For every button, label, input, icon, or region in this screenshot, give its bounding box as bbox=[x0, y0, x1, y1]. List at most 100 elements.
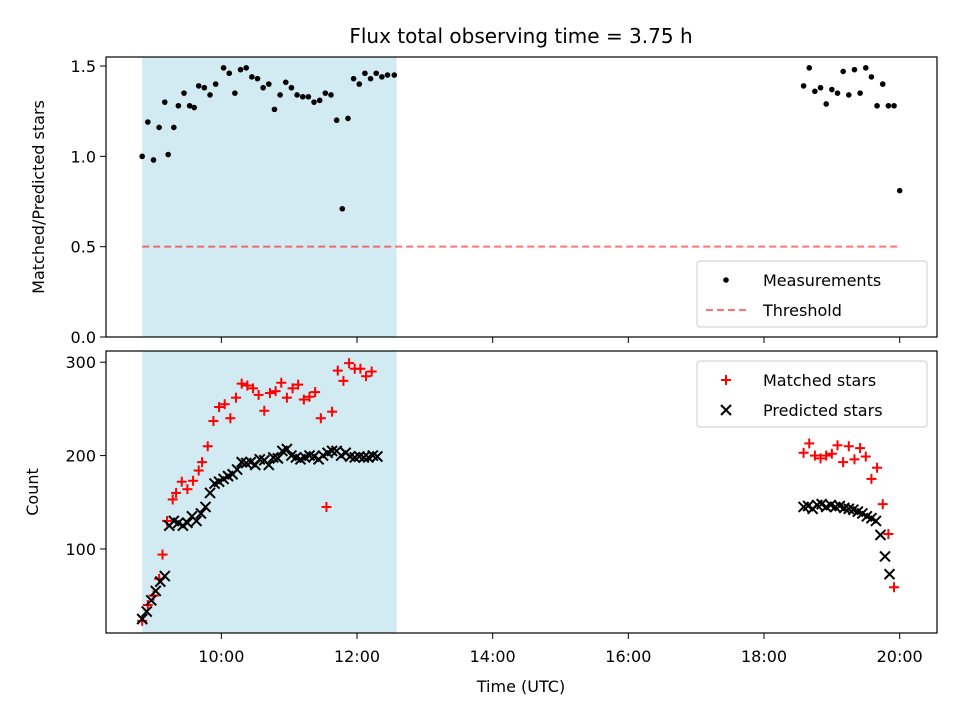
matched-star-point bbox=[287, 383, 298, 394]
measurement-point bbox=[806, 65, 813, 71]
matched-star-point bbox=[157, 549, 168, 560]
predicted-marker-b bbox=[145, 594, 157, 607]
matched-star-point bbox=[315, 413, 326, 424]
measurement-point bbox=[220, 65, 227, 71]
measurement-point bbox=[851, 66, 858, 73]
measurement-point bbox=[885, 102, 892, 109]
matched-star-point bbox=[321, 501, 332, 512]
matched-star-point bbox=[231, 392, 242, 403]
matched-star-point bbox=[202, 441, 213, 452]
y-axis-label: Count bbox=[23, 468, 42, 516]
matched-star-point bbox=[826, 448, 837, 459]
measurement-point bbox=[175, 102, 182, 109]
matched-star-point bbox=[259, 405, 270, 416]
x-tick-label: 12:00 bbox=[334, 647, 380, 666]
predicted-marker-b bbox=[140, 605, 153, 618]
measurement-point bbox=[896, 187, 903, 194]
measurement-point bbox=[186, 102, 193, 109]
predicted-star-point bbox=[874, 529, 887, 541]
legend-marker-predicted-b bbox=[720, 404, 732, 416]
measurement-point bbox=[294, 92, 300, 98]
matched-star-point bbox=[327, 406, 338, 417]
matched-star-point bbox=[176, 476, 187, 487]
matched-star-point bbox=[225, 413, 236, 424]
legend: Matched stars Predicted stars bbox=[696, 360, 928, 428]
matched-star-point bbox=[843, 441, 854, 452]
matched-star-point bbox=[344, 358, 355, 369]
measurement-point bbox=[356, 81, 363, 87]
measurement-point bbox=[339, 205, 346, 212]
predicted-marker-b bbox=[847, 504, 860, 516]
measurement-point bbox=[207, 92, 213, 98]
measurement-point bbox=[150, 157, 157, 163]
matched-star-point bbox=[193, 465, 204, 476]
measurement-point bbox=[156, 124, 162, 131]
predicted-marker-b bbox=[308, 450, 320, 463]
measurement-point bbox=[840, 68, 846, 75]
predicted-marker-b bbox=[834, 500, 846, 512]
y-tick-label: 200 bbox=[65, 447, 96, 466]
predicted-star-point bbox=[204, 487, 216, 499]
measurement-point bbox=[345, 115, 351, 122]
measurement-point bbox=[846, 92, 852, 98]
matched-star-point bbox=[270, 386, 281, 397]
predicted-marker-b bbox=[843, 503, 855, 515]
predicted-star-point bbox=[145, 594, 157, 607]
matched-star-point bbox=[332, 365, 343, 376]
predicted-marker-b bbox=[353, 450, 365, 463]
chart-title: Flux total observing time = 3.75 h bbox=[349, 24, 692, 48]
predicted-marker-b bbox=[272, 452, 284, 465]
legend-label: Measurements bbox=[763, 271, 881, 290]
plot-frame bbox=[105, 350, 938, 634]
measurement-point bbox=[266, 81, 272, 87]
predicted-marker-b bbox=[281, 443, 293, 455]
predicted-marker-b bbox=[235, 456, 248, 468]
matched-star-point bbox=[889, 582, 900, 593]
predicted-star-point bbox=[136, 613, 148, 625]
predicted-star-point bbox=[883, 568, 896, 580]
matched-star-point bbox=[264, 388, 275, 399]
predicted-marker-b bbox=[199, 501, 212, 513]
predicted-marker-b bbox=[874, 529, 887, 541]
matched-star-point bbox=[872, 462, 883, 473]
measurement-point bbox=[333, 117, 340, 124]
matched-star-point bbox=[310, 387, 321, 398]
predicted-marker-b bbox=[367, 449, 379, 462]
legend-label: Predicted stars bbox=[763, 401, 883, 420]
measurement-point bbox=[322, 90, 329, 96]
matched-star-point bbox=[214, 402, 225, 413]
matched-star-point bbox=[866, 473, 877, 484]
measurement-point bbox=[305, 93, 312, 100]
matched-star-point bbox=[338, 375, 349, 386]
matched-star-point bbox=[208, 416, 219, 427]
measurement-point bbox=[868, 74, 875, 80]
predicted-marker-b bbox=[263, 459, 275, 471]
predicted-marker-b bbox=[181, 517, 194, 529]
predicted-marker-b bbox=[815, 498, 828, 510]
predicted-star-point bbox=[150, 585, 162, 597]
predicted-marker-b bbox=[245, 456, 257, 468]
measurement-point bbox=[879, 81, 886, 87]
matched-star-point bbox=[137, 615, 148, 626]
predicted-marker-b bbox=[254, 453, 266, 466]
predicted-marker-b bbox=[802, 500, 814, 512]
predicted-marker-b bbox=[172, 517, 185, 529]
measurement-point bbox=[817, 84, 824, 91]
matched-star-point bbox=[253, 389, 264, 400]
predicted-marker-b bbox=[856, 507, 869, 520]
measurement-point bbox=[367, 75, 374, 82]
measurement-point bbox=[165, 151, 171, 158]
measurement-point bbox=[800, 83, 807, 89]
predicted-marker-b bbox=[825, 499, 837, 511]
matched-star-point bbox=[361, 371, 372, 382]
predicted-marker-b bbox=[852, 505, 864, 518]
measurement-point bbox=[874, 102, 880, 109]
measurement-point bbox=[891, 102, 897, 109]
matched-star-point bbox=[298, 394, 309, 405]
matched-star-point bbox=[860, 451, 871, 462]
measurement-point bbox=[191, 104, 197, 111]
measurement-point bbox=[282, 79, 289, 86]
y-axis-label: Matched/Predicted stars bbox=[29, 100, 48, 294]
predicted-marker-b bbox=[190, 515, 203, 527]
